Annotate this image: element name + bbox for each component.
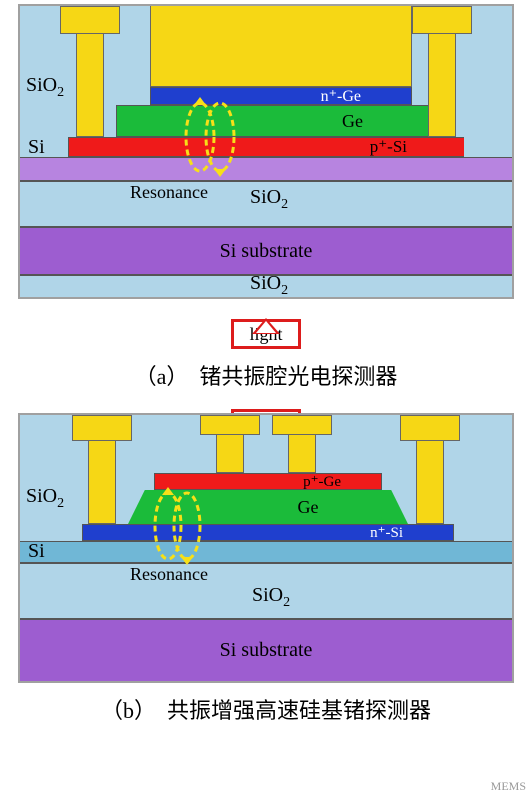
pplus-ge-label: p⁺-Ge [303,472,341,491]
nplus-ge-label: n⁺-Ge [321,86,361,106]
sio2-label-topleft-b: SiO2 [26,485,64,512]
resonance-label-a: Resonance [130,182,208,203]
sio2-label-mid-b: SiO2 [252,584,290,611]
layer-si-band-a [20,157,512,181]
resonance-ellipse-b [150,487,205,565]
metal-pad-cl-b [200,415,260,435]
layer-ge-a: Ge [116,105,444,137]
layer-si-band-b [20,541,512,563]
resonance-ellipse-a [180,97,240,177]
caption-a: （a） 锗共振腔光电探测器 [0,359,532,391]
ge-label-a: Ge [342,111,363,132]
caption-b-text: 共振增强高速硅基锗探测器 [167,698,431,723]
si-substrate-label-b: Si substrate [220,639,313,662]
pplus-si-label: p⁺-Si [370,137,407,157]
sio2-label-bottom-a: SiO2 [250,272,288,299]
caption-a-prefix: （a） [135,364,189,389]
ge-label-b: Ge [298,497,319,518]
metal-pad-cr-b [272,415,332,435]
layer-pplus-si: p⁺-Si [68,137,468,157]
watermark: MEMS [491,779,526,794]
layer-nplus-si: n⁺-Si [82,524,454,541]
light-arrow-a: light [231,319,301,349]
caption-b: （b） 共振增强高速硅基锗探测器 [0,693,532,725]
light-label-a: light [249,324,282,345]
figure-b: Si substrate n⁺-Si Ge p⁺-Ge [0,391,532,725]
si-substrate-label: Si substrate [220,240,313,263]
nplus-si-label: n⁺-Si [370,523,403,542]
layer-si-substrate-b: Si substrate [20,619,512,681]
resonance-label-b: Resonance [130,564,208,585]
metal-pad-left-a [60,6,120,34]
si-label-b: Si [28,540,45,563]
diagram-b: Si substrate n⁺-Si Ge p⁺-Ge [18,413,514,683]
metal-pad-right-a [412,6,472,34]
diagram-a: Si substrate p⁺-Si Ge n⁺-Ge [18,4,514,299]
caption-b-prefix: （b） [101,698,156,723]
figure-a: Si substrate p⁺-Si Ge n⁺-Ge [0,0,532,391]
metal-top-a [150,4,412,87]
sio2-label-mid-a: SiO2 [250,186,288,213]
sio2-label-topleft-a: SiO2 [26,74,64,101]
caption-a-text: 锗共振腔光电探测器 [199,364,397,389]
si-label-a: Si [28,136,45,159]
metal-pad-right-b [400,415,460,441]
layer-si-substrate-a: Si substrate [20,227,512,275]
metal-pad-left-b [72,415,132,441]
